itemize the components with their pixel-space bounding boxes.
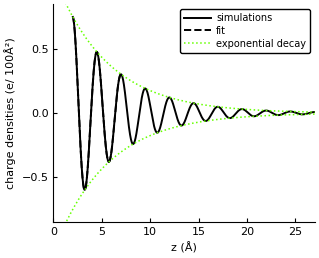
exponential decay [262,109,266,112]
fit [99,82,103,85]
fit [74,46,78,49]
fit [83,188,86,191]
simulations [174,113,178,116]
simulations [308,111,312,114]
simulations [99,76,102,79]
exponential decay [257,109,261,112]
fit [71,15,75,19]
exponential decay [234,107,238,110]
simulations [113,115,117,118]
fit [102,120,106,124]
exponential decay [313,110,317,114]
simulations [164,103,168,106]
exponential decay [87,41,91,44]
simulations [71,15,75,19]
fit [119,73,123,76]
fit [100,100,104,103]
exponential decay [163,94,167,98]
Legend: simulations, fit, exponential decay: simulations, fit, exponential decay [180,9,310,53]
simulations [282,112,286,115]
exponential decay [172,97,176,100]
fit [108,159,112,163]
fit [113,118,116,122]
simulations [83,188,87,191]
Line: simulations: simulations [73,17,315,190]
Y-axis label: charge densities (e/ 100Å²): charge densities (e/ 100Å²) [4,37,16,189]
Line: exponential decay: exponential decay [63,0,315,112]
X-axis label: z (Å): z (Å) [171,243,197,254]
simulations [313,110,317,114]
Line: fit: fit [73,17,121,190]
